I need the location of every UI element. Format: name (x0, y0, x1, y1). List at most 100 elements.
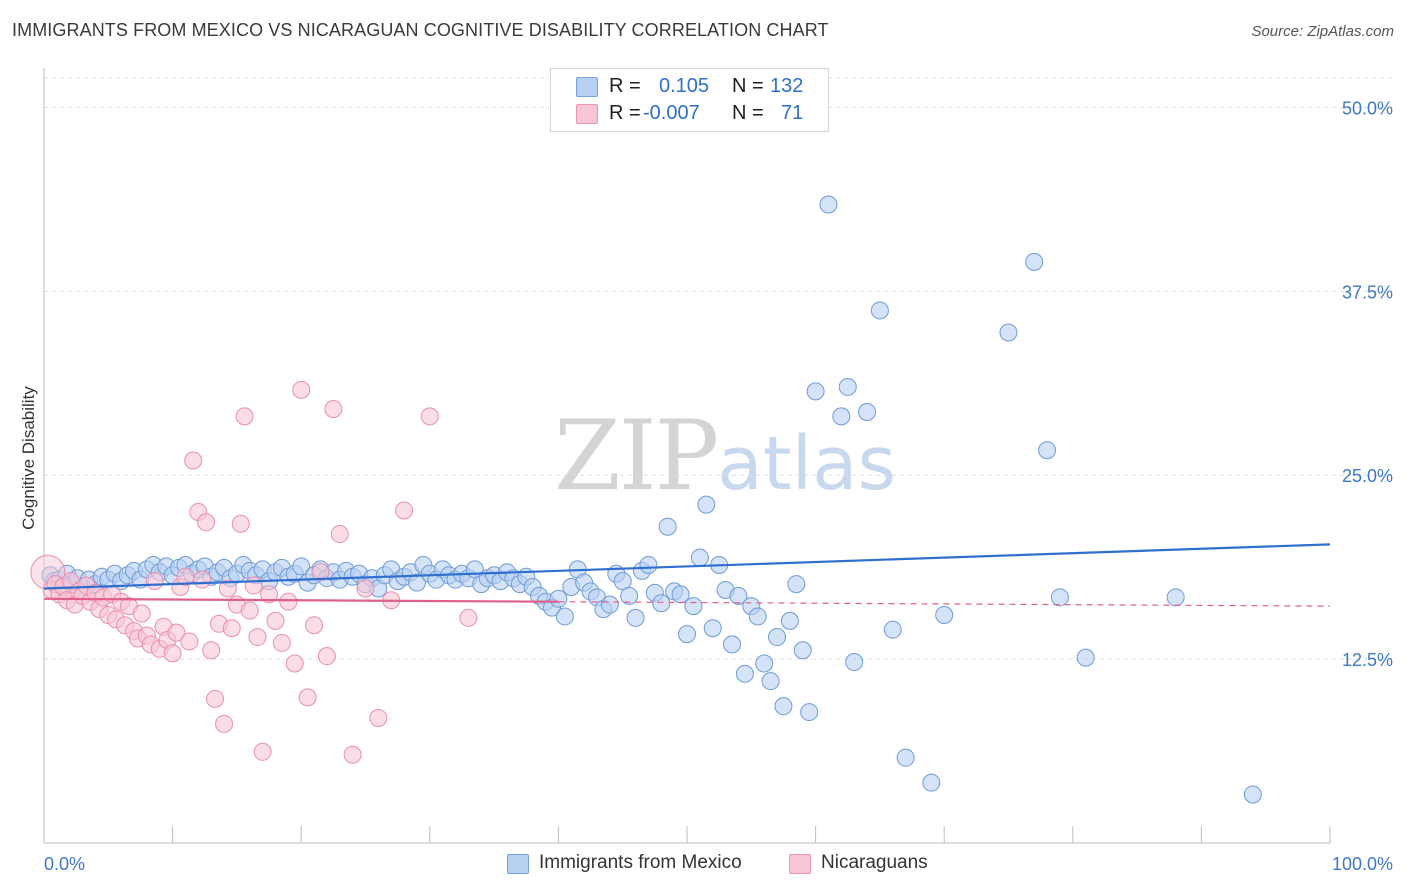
point-mexico (735, 664, 754, 683)
watermark-zip: ZIP (554, 400, 719, 512)
point-mexico (639, 555, 658, 574)
x-tick-label-min: 0.0% (44, 854, 85, 874)
point-nicaraguans (330, 525, 349, 544)
point-nicaraguans (356, 579, 375, 598)
y-tick-label: 37.5% (1342, 282, 1393, 302)
point-mexico (1166, 588, 1185, 607)
point-mexico (755, 654, 774, 673)
point-nicaraguans (193, 570, 212, 589)
point-nicaraguans (298, 688, 317, 707)
y-tick-label: 25.0% (1342, 466, 1393, 486)
point-mexico (845, 653, 864, 672)
axis-labels: 12.5% 25.0% 37.5% 50.0% 0.0% 100.0% Cognitive … (19, 98, 1393, 874)
trend-line-blue (43, 543, 1331, 590)
point-nicaraguans (279, 592, 298, 611)
point-nicaraguans (266, 611, 285, 630)
point-mexico (774, 697, 793, 716)
point-mexico (626, 608, 645, 627)
series-mexico-points (41, 195, 1262, 804)
point-mexico (838, 377, 857, 396)
point-mexico (761, 672, 780, 691)
correlation-legend: R = 0.105 N = 132 R = -0.007 N = 71 (550, 68, 829, 132)
point-mexico (768, 628, 787, 647)
y-axis-label: Cognitive Disability (19, 386, 38, 530)
point-mexico (600, 595, 619, 614)
point-nicaraguans (184, 451, 203, 470)
point-nicaraguans (222, 619, 241, 638)
point-mexico (678, 625, 696, 644)
legend-n-label: N = (732, 102, 764, 124)
y-tick-label: 12.5% (1342, 650, 1393, 670)
point-nicaraguans (324, 400, 343, 419)
legend-n-label: N = (732, 75, 764, 97)
point-nicaraguans (253, 742, 272, 761)
point-mexico (1076, 648, 1095, 667)
point-nicaraguans (248, 628, 267, 647)
point-mexico (896, 748, 915, 767)
legend-r-label: R = (609, 102, 641, 124)
point-mexico (292, 557, 311, 576)
point-nicaraguans (317, 647, 336, 666)
legend-row-nicaraguans: R = -0.007 N = 71 (551, 102, 828, 126)
point-nicaraguans (305, 616, 324, 635)
point-nicaraguans (202, 641, 221, 660)
watermark: ZIPatlas (554, 400, 896, 512)
point-nicaraguans (206, 689, 225, 708)
point-mexico (999, 323, 1018, 342)
point-nicaraguans (292, 380, 311, 399)
point-mexico (652, 594, 671, 613)
point-mexico (748, 607, 767, 626)
point-mexico (922, 773, 941, 792)
legend-n-value: 132 (770, 75, 804, 97)
point-mexico (555, 607, 574, 626)
source-label: Source: ZipAtlas.com (1251, 23, 1394, 40)
legend-label-mexico: Immigrants from Mexico (539, 852, 742, 873)
legend-swatch-pink (576, 104, 598, 124)
point-nicaraguans (260, 585, 279, 604)
legend-r-value: 0.105 (659, 75, 710, 97)
point-mexico (671, 585, 690, 604)
point-mexico (832, 407, 851, 426)
point-mexico (703, 619, 722, 638)
series-nicaraguans-points (30, 380, 478, 764)
point-mexico (800, 703, 819, 722)
x-tick-label-max: 100.0% (1332, 854, 1393, 874)
point-nicaraguans (285, 654, 304, 673)
point-mexico (935, 605, 954, 624)
point-nicaraguans (343, 745, 362, 764)
point-nicaraguans (215, 714, 234, 733)
point-mexico (819, 195, 838, 214)
legend-r-label: R = (609, 75, 641, 97)
point-mexico (1243, 785, 1262, 804)
point-nicaraguans (132, 604, 151, 623)
point-nicaraguans (197, 513, 216, 532)
point-mexico (658, 517, 677, 536)
point-mexico (1050, 588, 1069, 607)
point-nicaraguans (244, 576, 263, 595)
legend-label-nicaraguans: Nicaraguans (821, 852, 928, 873)
legend-row-mexico: R = 0.105 N = 132 (551, 75, 828, 99)
legend-n-value: 71 (781, 102, 804, 124)
chart-title: IMMIGRANTS FROM MEXICO VS NICARAGUAN COG… (12, 20, 829, 40)
trend-line-pink (43, 597, 559, 603)
point-mexico (549, 589, 568, 608)
point-mexico (684, 597, 703, 616)
point-nicaraguans (395, 501, 414, 520)
watermark-atlas: atlas (717, 421, 897, 507)
point-nicaraguans (369, 708, 388, 727)
trend-lines (43, 543, 1331, 607)
axes (43, 68, 1331, 844)
point-mexico (620, 586, 639, 605)
point-mexico (697, 495, 716, 514)
legend-swatch-blue (576, 77, 598, 97)
point-nicaraguans (180, 632, 199, 651)
point-mexico (858, 402, 877, 421)
point-mexico (870, 301, 889, 320)
point-mexico (723, 635, 742, 654)
point-nicaraguans (218, 579, 237, 598)
point-mexico (1038, 441, 1057, 460)
point-nicaraguans (167, 623, 186, 642)
point-mexico (806, 382, 825, 401)
point-mexico (407, 573, 426, 592)
y-tick-label: 50.0% (1342, 98, 1393, 118)
